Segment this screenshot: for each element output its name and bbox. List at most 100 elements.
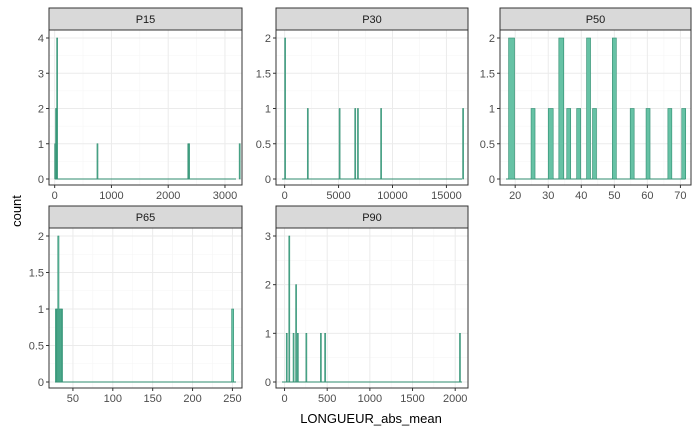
x-tick-label: 150 (143, 393, 161, 405)
histogram-bar (284, 37, 286, 180)
histogram-bar (238, 143, 241, 180)
x-tick-label: 70 (674, 190, 686, 202)
histogram-bar (530, 108, 536, 180)
histogram-bar (592, 108, 597, 180)
histogram-bar (612, 37, 617, 180)
x-tick-label: 30 (542, 190, 554, 202)
panel-p90: P90 0 500 1000 1500 2000 0 1 2 3 (265, 205, 469, 405)
x-axis-title: LONGUEUR_abs_mean (300, 411, 442, 426)
x-tick-label: 1000 (99, 190, 123, 202)
y-tick-label: 0.5 (256, 139, 271, 151)
panel-background (276, 228, 468, 388)
x-tick-label: 2000 (443, 393, 467, 405)
facet-label: P15 (136, 14, 156, 26)
y-tick-label: 1.5 (29, 268, 44, 280)
y-tick-label: 2 (489, 33, 495, 45)
x-tick-label: 0 (52, 190, 58, 202)
histogram-bar (354, 108, 357, 180)
facet-label: P90 (362, 212, 382, 224)
x-tick-label: 200 (183, 393, 201, 405)
histogram-bar (61, 308, 63, 383)
y-tick-label: 0 (38, 377, 44, 389)
y-tick-label: 2 (265, 280, 271, 292)
x-tick-label: 15000 (431, 190, 462, 202)
facet-label: P50 (586, 14, 606, 26)
x-tick-label: 1000 (358, 393, 382, 405)
histogram-bar (645, 108, 651, 180)
histogram-bar (188, 143, 190, 180)
x-tick-label: 5000 (326, 190, 350, 202)
x-tick-label: 1500 (400, 393, 424, 405)
panel-border (48, 227, 243, 389)
histogram-bar (681, 108, 687, 180)
y-tick-label: 0 (38, 174, 44, 186)
histogram-bar (96, 143, 99, 180)
y-tick-label: 1 (265, 104, 271, 116)
panel-background (49, 228, 242, 388)
y-tick-label: 4 (38, 33, 44, 45)
histogram-bar (566, 108, 572, 180)
y-tick-label: 1 (265, 328, 271, 340)
histogram-bar (357, 108, 359, 180)
histogram-bar (285, 333, 288, 383)
histogram-bar (576, 108, 581, 180)
y-tick-label: 3 (38, 68, 44, 80)
x-tick-label: 10000 (377, 190, 408, 202)
histogram-bar (462, 108, 464, 180)
y-tick-label: 0.5 (29, 341, 44, 353)
y-tick-label: 2 (265, 33, 271, 45)
x-tick-label: 20 (509, 190, 521, 202)
histogram-bar (231, 308, 234, 383)
histogram-bar (295, 284, 297, 383)
y-tick-label: 1.5 (480, 68, 495, 80)
y-tick-label: 2 (38, 104, 44, 116)
panel-p65: P65 50 100 150 200 250 0 0.5 1 1.5 2 (29, 205, 243, 405)
histogram-bar (547, 108, 554, 180)
panel-border (275, 29, 469, 186)
x-tick-label: 3000 (213, 190, 237, 202)
panel-p30: P30 0 5000 10000 15000 0 0.5 1 1.5 2 (256, 7, 469, 202)
histogram-bar (306, 108, 309, 180)
y-tick-label: 1 (38, 304, 44, 316)
histogram-bar (629, 108, 635, 180)
x-tick-label: 40 (575, 190, 587, 202)
x-tick-label: 60 (641, 190, 653, 202)
facet-label: P65 (136, 212, 156, 224)
histogram-bar (297, 333, 299, 383)
histogram-bar (288, 235, 291, 383)
histogram-bar (380, 108, 382, 180)
histogram-bar (667, 108, 673, 180)
histogram-bar (292, 333, 295, 383)
x-tick-label: 2000 (156, 190, 180, 202)
histogram-bar (508, 37, 515, 180)
y-tick-label: 1 (489, 104, 495, 116)
y-axis-title: count (9, 195, 24, 227)
y-tick-label: 0 (489, 174, 495, 186)
panel-background (276, 30, 468, 185)
panel-background (49, 30, 242, 185)
histogram-bar (558, 37, 565, 180)
y-tick-label: 0 (265, 377, 271, 389)
facet-label: P30 (362, 14, 382, 26)
histogram-bar (320, 333, 322, 383)
x-tick-label: 50 (608, 190, 620, 202)
x-tick-label: 0 (281, 393, 287, 405)
x-tick-label: 50 (67, 393, 79, 405)
panel-p15: P15 0 1000 2000 3000 0 1 2 3 4 (38, 7, 243, 202)
histogram-bar (459, 333, 461, 383)
panel-border (275, 227, 469, 389)
histogram-bar (338, 108, 341, 180)
histogram-bar (56, 37, 58, 180)
histogram-bar (305, 333, 308, 383)
x-tick-label: 0 (282, 190, 288, 202)
panel-border (48, 29, 243, 186)
histogram-bar (324, 333, 326, 383)
y-tick-label: 1.5 (256, 68, 271, 80)
x-tick-label: 250 (223, 393, 241, 405)
y-tick-label: 2 (38, 231, 44, 243)
x-tick-label: 500 (318, 393, 336, 405)
panel-p50: P50 20 30 40 50 60 70 0 0.5 1 1.5 2 (480, 7, 692, 202)
x-tick-label: 100 (104, 393, 122, 405)
